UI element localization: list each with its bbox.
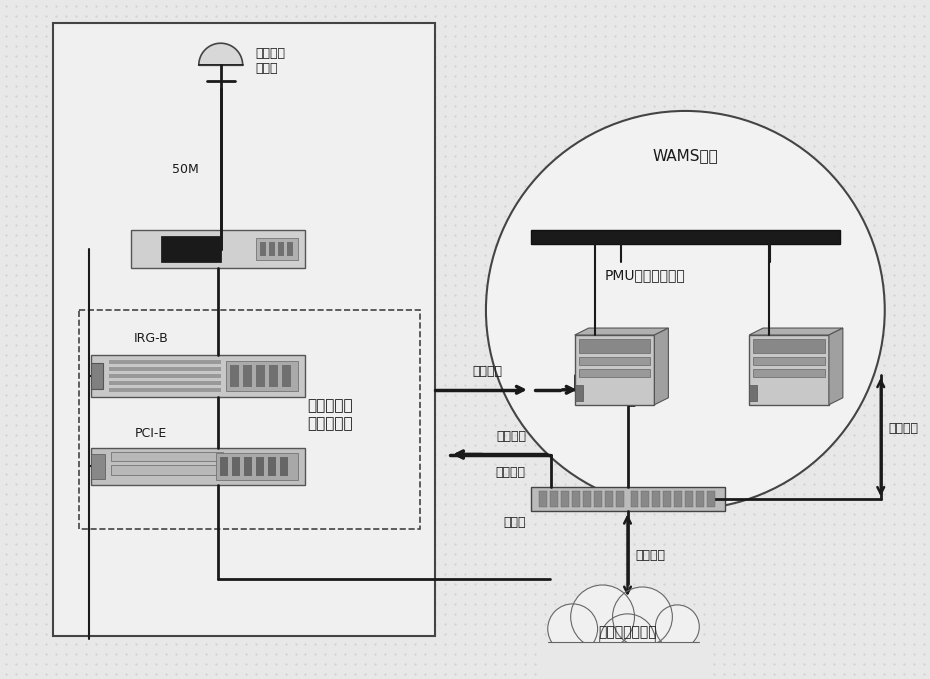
Bar xyxy=(280,456,287,477)
Bar xyxy=(685,492,694,507)
Bar xyxy=(111,466,222,475)
Bar xyxy=(550,492,558,507)
Bar xyxy=(543,642,712,679)
Bar xyxy=(572,492,579,507)
Text: 时延分析预
测补偿装置: 时延分析预 测补偿装置 xyxy=(308,399,353,431)
Circle shape xyxy=(600,614,656,669)
Bar xyxy=(282,365,290,387)
Bar xyxy=(753,369,825,377)
Text: 镜像端口: 镜像端口 xyxy=(496,466,525,479)
Bar xyxy=(91,355,305,397)
Bar xyxy=(268,456,275,477)
Bar xyxy=(578,357,650,365)
Bar xyxy=(575,335,655,405)
Text: 交换机: 交换机 xyxy=(503,516,525,529)
Bar xyxy=(219,456,228,477)
Bar xyxy=(91,363,103,389)
Bar xyxy=(753,339,825,353)
Bar xyxy=(256,238,298,260)
Polygon shape xyxy=(575,328,669,335)
Bar xyxy=(578,339,650,353)
Text: PMU模拟前置软件: PMU模拟前置软件 xyxy=(605,268,685,282)
Text: PCI-E: PCI-E xyxy=(135,426,167,439)
Bar xyxy=(642,492,649,507)
Text: 50M: 50M xyxy=(172,163,199,176)
Bar xyxy=(269,242,274,257)
Bar xyxy=(750,385,757,401)
Bar xyxy=(109,360,220,364)
Bar xyxy=(708,492,715,507)
Bar xyxy=(244,456,252,477)
Bar xyxy=(226,361,298,391)
Bar xyxy=(286,242,293,257)
Bar xyxy=(109,367,220,371)
Bar xyxy=(663,492,671,507)
Circle shape xyxy=(613,587,672,646)
Bar xyxy=(256,365,265,387)
Bar xyxy=(259,242,266,257)
Bar xyxy=(232,456,240,477)
Bar xyxy=(578,369,650,377)
Bar xyxy=(230,365,239,387)
Bar xyxy=(753,357,825,365)
Bar xyxy=(269,365,277,387)
Bar xyxy=(616,492,623,507)
Text: 预测数据: 预测数据 xyxy=(472,365,502,378)
Bar xyxy=(697,492,704,507)
Bar xyxy=(109,381,220,385)
Bar xyxy=(109,388,220,392)
Bar xyxy=(277,242,284,257)
Bar xyxy=(243,365,252,387)
Bar xyxy=(109,374,220,378)
Bar xyxy=(131,230,305,268)
Bar xyxy=(91,454,105,479)
Polygon shape xyxy=(750,328,843,335)
Bar xyxy=(604,492,613,507)
Polygon shape xyxy=(829,328,843,405)
Bar xyxy=(653,492,660,507)
Bar xyxy=(161,236,220,262)
Polygon shape xyxy=(199,65,243,67)
Text: 实际数据: 实际数据 xyxy=(889,422,919,435)
Text: 实际数据: 实际数据 xyxy=(635,549,666,562)
Bar xyxy=(256,456,263,477)
Polygon shape xyxy=(199,43,243,65)
Bar xyxy=(216,452,298,481)
Circle shape xyxy=(656,605,699,648)
Bar xyxy=(631,492,639,507)
Bar xyxy=(91,447,305,485)
Bar xyxy=(575,385,583,401)
Bar xyxy=(79,310,420,529)
Bar xyxy=(593,492,602,507)
Bar xyxy=(531,488,725,511)
Circle shape xyxy=(571,585,634,648)
Bar xyxy=(561,492,568,507)
Text: 卫星信号
接收器: 卫星信号 接收器 xyxy=(256,47,286,75)
Bar xyxy=(750,335,829,405)
Ellipse shape xyxy=(486,111,884,509)
Bar xyxy=(538,492,547,507)
Text: 电力调度数据网: 电力调度数据网 xyxy=(598,625,657,639)
Text: IRG-B: IRG-B xyxy=(134,332,168,345)
Bar xyxy=(583,492,591,507)
Bar xyxy=(111,452,222,462)
Polygon shape xyxy=(655,328,669,405)
Text: 实际数据: 实际数据 xyxy=(497,430,527,443)
Text: WAMS主站: WAMS主站 xyxy=(653,148,718,163)
Circle shape xyxy=(548,604,598,654)
Bar xyxy=(674,492,683,507)
Bar xyxy=(53,23,435,636)
Bar xyxy=(531,230,840,244)
